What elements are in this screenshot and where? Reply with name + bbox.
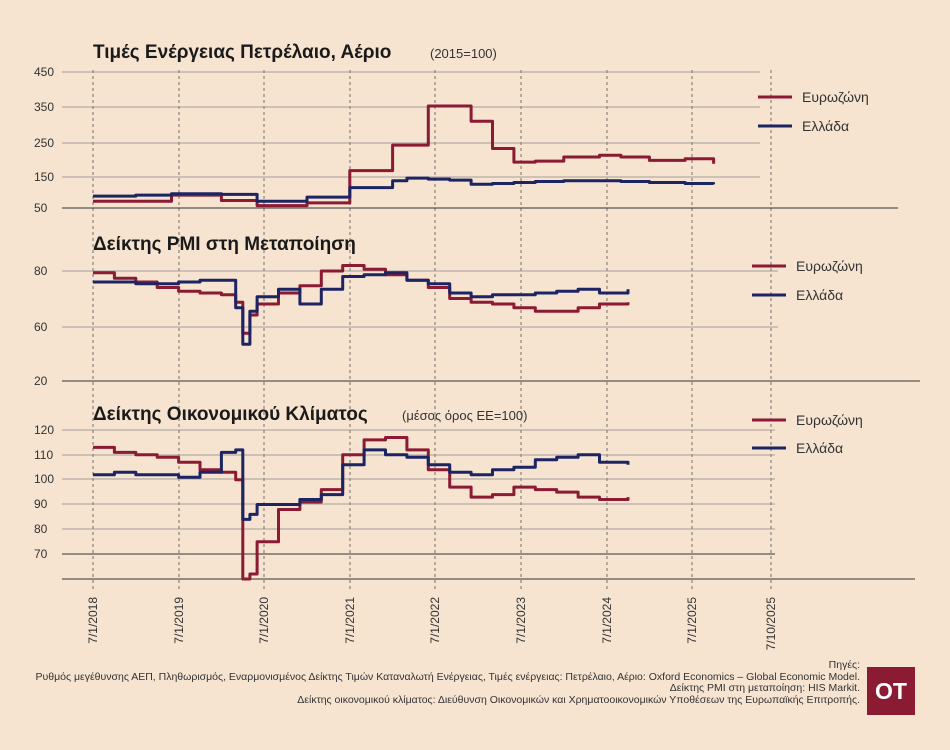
x-tick-label-1: 7/1/2019 bbox=[172, 597, 186, 644]
panel-1-series-eurozone-line bbox=[93, 264, 630, 335]
panel-0-legend-label-1: Ελλάδα bbox=[802, 118, 849, 134]
panel-2-ytick-1: 110 bbox=[34, 448, 53, 462]
panel-2-series-greece-line bbox=[93, 448, 630, 521]
panel-2-ytick-0: 120 bbox=[34, 423, 54, 437]
source-line-2: Δείκτης PMI στη μεταποίηση: HIS Markit. bbox=[669, 682, 860, 694]
panel-2-ytick-4: 80 bbox=[34, 522, 48, 536]
sources-block: Πηγές: Ρυθμός μεγέθυνσης ΑΕΠ, Πληθωρισμό… bbox=[20, 659, 860, 706]
panel-2-ytick-2: 100 bbox=[34, 472, 54, 486]
panel-0-series-eurozone-line bbox=[93, 104, 716, 208]
panel-0-series-greece-line bbox=[93, 176, 716, 203]
panel-1-ytick-1: 60 bbox=[34, 320, 48, 334]
panel-2-ytick-5: 70 bbox=[34, 547, 48, 561]
panel-1-ytick-0: 80 bbox=[34, 264, 48, 278]
x-tick-label-3: 7/1/2021 bbox=[343, 597, 357, 644]
source-line-3: Δείκτης οικονομικού κλίματος: Διεύθυνση … bbox=[297, 693, 860, 706]
panel-2-legend-label-1: Ελλάδα bbox=[796, 440, 843, 456]
sources-heading: Πηγές: bbox=[828, 659, 860, 671]
panel-1-legend-label-1: Ελλάδα bbox=[796, 287, 843, 303]
x-tick-label-4: 7/1/2022 bbox=[428, 597, 442, 644]
x-tick-label-8: 7/10/2025 bbox=[764, 597, 778, 651]
panel-0-title: Τιμές Ενέργειας Πετρέλαιο, Αέριο bbox=[93, 42, 391, 63]
panel-0-ytick-3: 150 bbox=[34, 170, 54, 184]
x-tick-label-0: 7/1/2018 bbox=[86, 597, 100, 644]
x-tick-label-5: 7/1/2023 bbox=[514, 597, 528, 644]
panel-1-series-greece-line bbox=[93, 271, 630, 346]
panel-1-title: Δείκτης PMI στη Μεταποίηση bbox=[93, 234, 356, 255]
panel-1-ytick-2: 20 bbox=[34, 374, 48, 388]
panel-0-ytick-1: 350 bbox=[34, 100, 54, 114]
panel-2-subtitle: (μέσος όρος ΕΕ=100) bbox=[402, 408, 527, 423]
panel-0-ytick-4: 50 bbox=[34, 201, 48, 215]
ot-logo: OT bbox=[867, 667, 915, 715]
panel-0-subtitle: (2015=100) bbox=[430, 46, 497, 61]
panel-1-legend-label-0: Ευρωζώνη bbox=[796, 258, 863, 274]
panel-2-legend-label-0: Ευρωζώνη bbox=[796, 412, 863, 428]
x-tick-label-6: 7/1/2024 bbox=[600, 597, 614, 644]
panel-2-title: Δείκτης Οικονομικού Κλίματος bbox=[93, 404, 368, 425]
panel-0-legend-label-0: Ευρωζώνη bbox=[802, 89, 869, 105]
panel-0-ytick-0: 450 bbox=[34, 65, 54, 79]
source-line-1: Ρυθμός μεγέθυνσης ΑΕΠ, Πληθωρισμός, Εναρ… bbox=[35, 670, 860, 683]
panel-2-ytick-3: 90 bbox=[34, 497, 48, 511]
x-tick-label-7: 7/1/2025 bbox=[685, 597, 699, 644]
panel-0-ytick-2: 250 bbox=[34, 136, 54, 150]
x-tick-label-2: 7/1/2020 bbox=[257, 597, 271, 644]
